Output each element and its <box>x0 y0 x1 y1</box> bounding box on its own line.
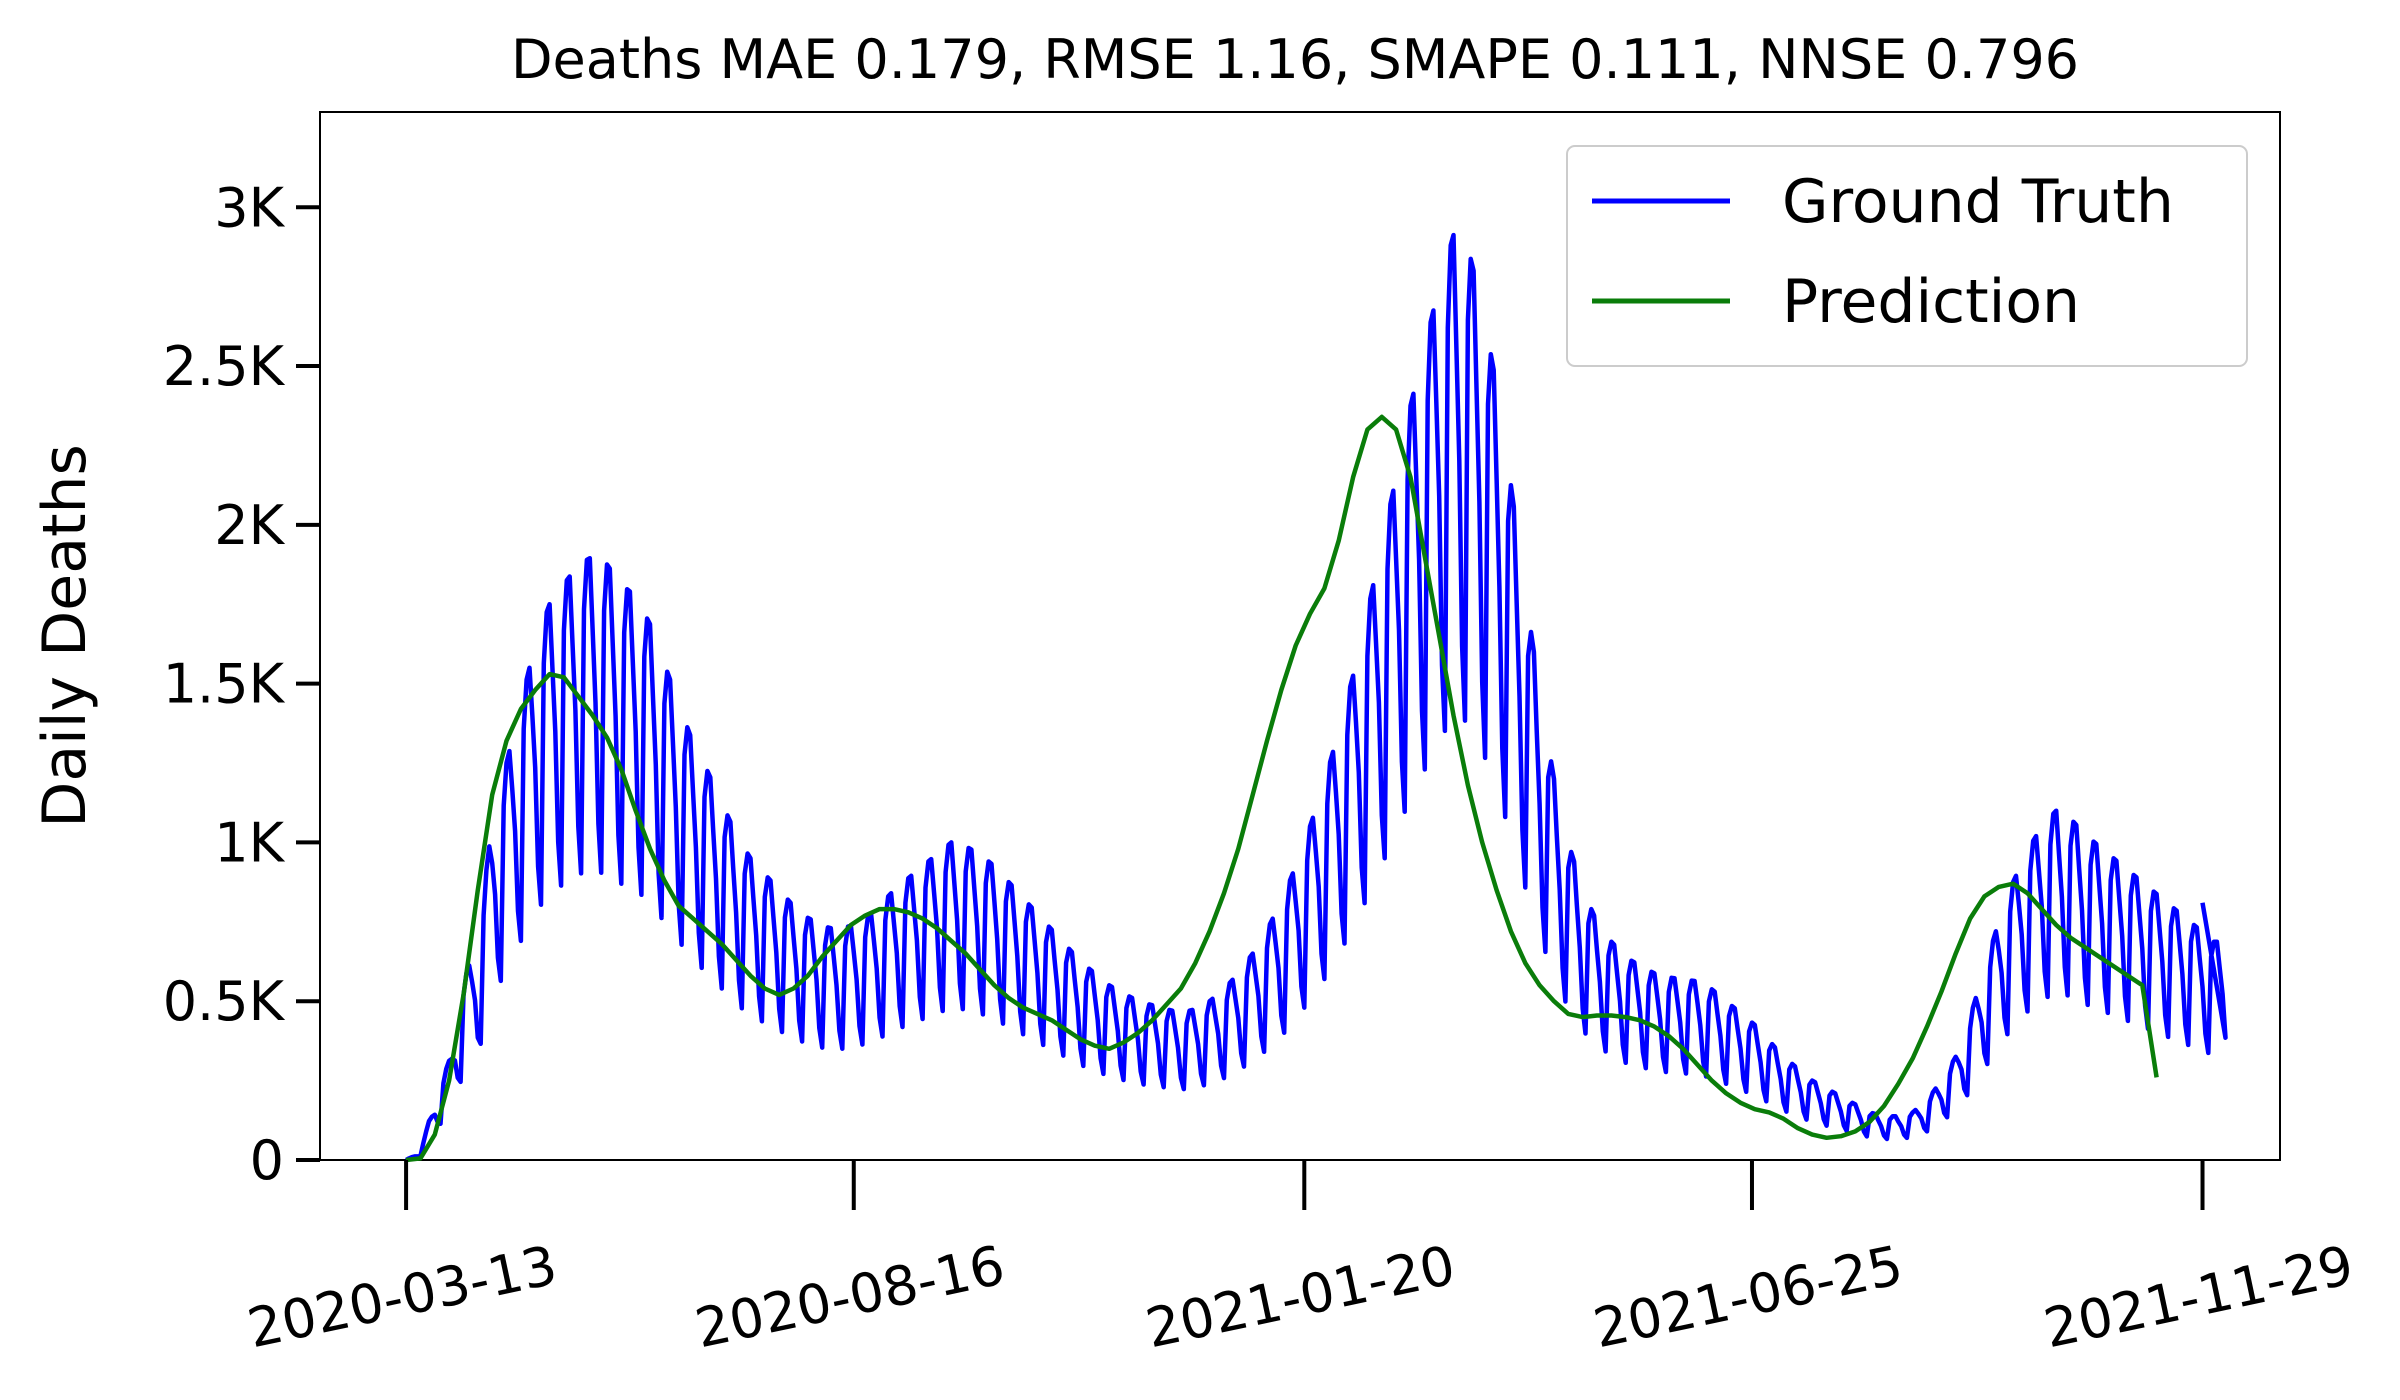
y-tick-label: 1.5K <box>163 653 286 716</box>
legend-label-prediction: Prediction <box>1782 267 2080 337</box>
y-tick-label: 2.5K <box>163 335 286 398</box>
x-tick-label: 2021-11-29 <box>2039 1233 2359 1360</box>
series-line-ground-truth <box>405 232 2228 1162</box>
x-axis: 2020-03-13 2020-08-16 2021-01-20 2021-06-25… <box>242 1160 2359 1360</box>
y-tick-label: 3K <box>214 176 285 239</box>
y-tick-label: 2K <box>214 494 285 557</box>
series-line-prediction <box>405 414 2159 1163</box>
x-tick-label: 2020-03-13 <box>242 1233 562 1360</box>
legend-label-ground-truth: Ground Truth <box>1782 167 2174 237</box>
y-axis-label: Daily Deaths <box>30 444 100 828</box>
y-tick-label: 0 <box>250 1129 284 1192</box>
plot-area-frame <box>319 111 2281 1161</box>
legend: Ground Truth Prediction <box>1566 145 2248 367</box>
x-tick-label: 2021-06-25 <box>1588 1233 1908 1360</box>
legend-box <box>1566 145 2248 367</box>
y-axis: 0 0.5K 1K 1.5K 2K 2.5K 3K <box>163 176 320 1192</box>
chart-title: Deaths MAE 0.179, RMSE 1.16, SMAPE 0.111… <box>511 28 2079 91</box>
x-tick-label: 2020-08-16 <box>690 1233 1010 1360</box>
y-tick-label: 0.5K <box>163 970 286 1033</box>
y-tick-label: 1K <box>214 811 285 874</box>
data-lines <box>405 232 2228 1163</box>
x-tick-label: 2021-01-20 <box>1140 1233 1460 1360</box>
